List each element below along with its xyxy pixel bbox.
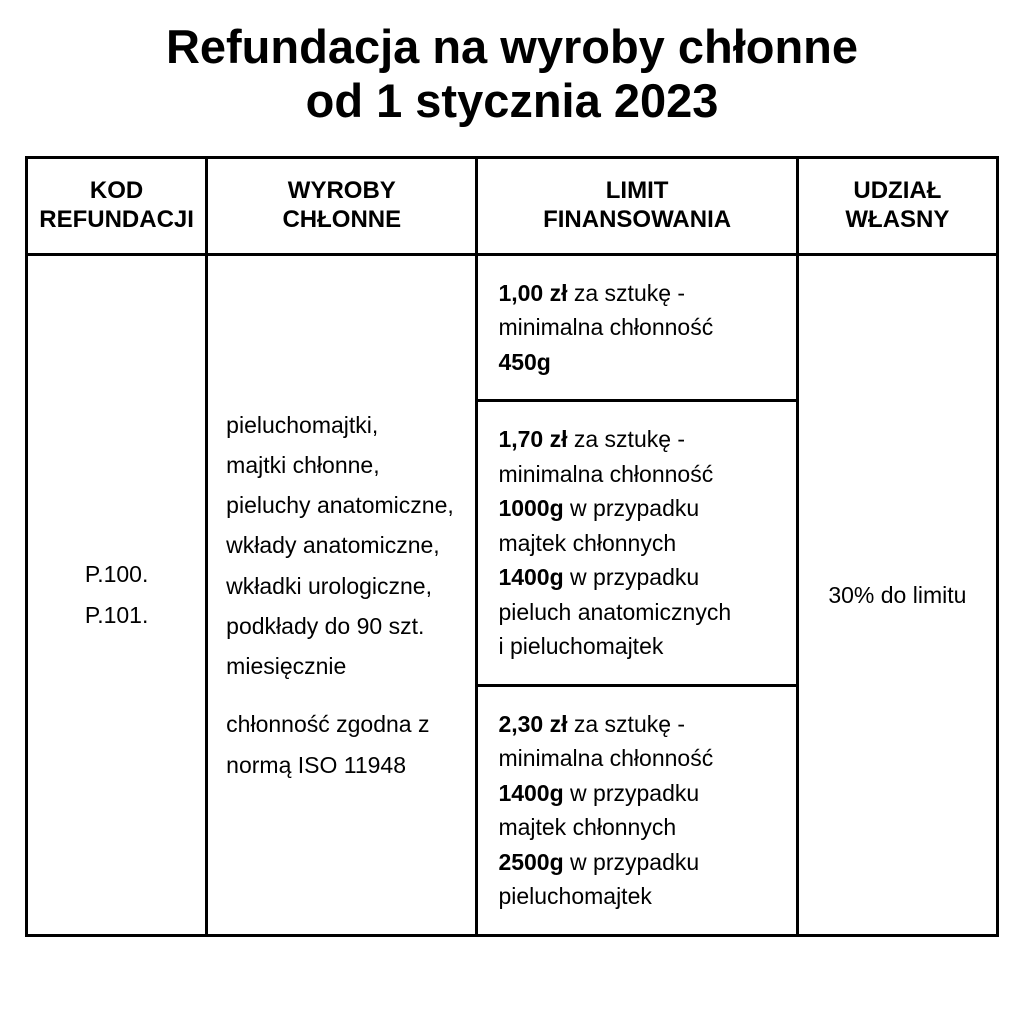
cell-kod: P.100. P.101. bbox=[27, 254, 207, 935]
cell-wyroby: pieluchomajtki, majtki chłonne, pieluchy… bbox=[207, 254, 477, 935]
header-kod: KOD REFUNDACJI bbox=[27, 158, 207, 255]
cell-limit-2: 1,70 zł za sztukę - minimalna chłonność … bbox=[477, 401, 797, 686]
cell-udzial: 30% do limitu bbox=[797, 254, 997, 935]
refund-table: KOD REFUNDACJI WYROBY CHŁONNE LIMIT FINA… bbox=[25, 156, 999, 937]
table-row: P.100. P.101. pieluchomajtki, majtki chł… bbox=[27, 254, 998, 401]
header-udzial: UDZIAŁ WŁASNY bbox=[797, 158, 997, 255]
header-limit: LIMIT FINANSOWANIA bbox=[477, 158, 797, 255]
header-wyroby: WYROBY CHŁONNE bbox=[207, 158, 477, 255]
cell-limit-3: 2,30 zł za sztukę - minimalna chłonność … bbox=[477, 685, 797, 935]
cell-limit-1: 1,00 zł za sztukę - minimalna chłonność … bbox=[477, 254, 797, 401]
table-header-row: KOD REFUNDACJI WYROBY CHŁONNE LIMIT FINA… bbox=[27, 158, 998, 255]
spacer bbox=[226, 686, 465, 704]
page-title: Refundacja na wyroby chłonne od 1 styczn… bbox=[25, 20, 999, 128]
title-line-2: od 1 stycznia 2023 bbox=[306, 74, 719, 127]
title-line-1: Refundacja na wyroby chłonne bbox=[166, 20, 858, 73]
